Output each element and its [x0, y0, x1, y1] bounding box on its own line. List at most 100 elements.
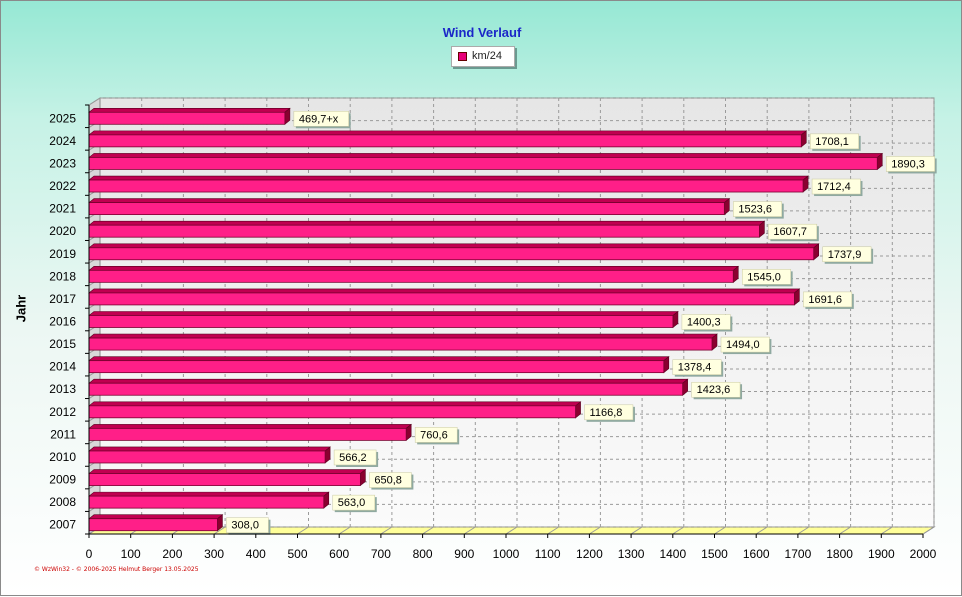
bar-top-face: [88, 198, 731, 203]
bar-front-face: [88, 111, 286, 125]
bar-top-face: [88, 266, 740, 271]
bar: [88, 243, 820, 261]
bar: [88, 401, 582, 419]
data-label-text: 1494,0: [726, 339, 760, 351]
x-tick-label: 1900: [868, 547, 895, 561]
data-label-text: 1607,7: [773, 226, 807, 238]
x-tick-label: 1800: [826, 547, 853, 561]
y-tick-label: 2021: [49, 202, 76, 216]
y-tick-label: 2025: [49, 111, 76, 125]
data-label: 1166,8: [584, 404, 635, 422]
bar-top-face: [88, 243, 820, 249]
grid-line-floor: [380, 526, 393, 535]
data-label-box: [332, 494, 376, 511]
data-label-box: [293, 111, 349, 127]
bar: [88, 310, 679, 329]
bar-front-face: [88, 179, 804, 193]
y-tick-label: 2020: [49, 224, 76, 238]
y-tick-label: 2018: [49, 269, 76, 283]
bar-front-face: [88, 427, 407, 441]
bar-top-face: [88, 153, 884, 158]
bar: [88, 514, 224, 532]
y-tick-label: 2022: [49, 179, 76, 193]
y-tick-label: 2019: [49, 247, 76, 261]
data-label: 1708,1: [810, 133, 861, 151]
x-tick-label: 1200: [576, 547, 603, 561]
data-label-box: [811, 178, 861, 195]
data-label-box: [810, 133, 859, 150]
data-label: 1890,3: [886, 156, 937, 174]
bar-front-face: [88, 315, 674, 328]
data-label-box: [822, 246, 872, 263]
data-label: 566,2: [333, 449, 379, 467]
bar-top-face: [88, 401, 582, 407]
bar: [88, 130, 808, 148]
x-tick-label: 800: [413, 547, 433, 561]
data-label-text: 1691,6: [808, 294, 842, 306]
y-tick-label: 2008: [49, 495, 76, 509]
data-label: 1545,0: [742, 269, 793, 287]
y-tick-label: 2023: [49, 156, 76, 170]
bar: [88, 468, 367, 487]
grid-line-floor: [672, 526, 685, 535]
grid-line-floor: [338, 526, 351, 535]
bar-top-face: [88, 107, 291, 113]
bar-front-face: [88, 224, 760, 238]
x-tick-label: 1400: [659, 547, 686, 561]
data-label-text: 308,0: [231, 520, 259, 532]
y-tick-label: 2016: [49, 315, 76, 329]
data-label-box: [691, 381, 741, 398]
copyright-text: © WzWin32 - © 2006-2025 Helmut Berger 13…: [34, 566, 199, 573]
bar-top-face: [88, 424, 413, 429]
bar: [88, 423, 413, 442]
bar-front-face: [88, 202, 725, 216]
legend-label: km/24: [472, 50, 502, 62]
data-label-text: 1545,0: [747, 271, 781, 283]
y-tick-label: 2015: [49, 337, 76, 351]
bar-front-face: [88, 382, 684, 396]
data-label-text: 1890,3: [891, 158, 925, 170]
y-tick-label: 2009: [49, 473, 76, 487]
grid-line-floor: [881, 526, 893, 535]
data-label-text: 1378,4: [678, 362, 712, 374]
data-label: 1607,7: [768, 223, 819, 242]
bar-top-face: [88, 469, 367, 474]
data-label: 1378,4: [672, 359, 724, 377]
x-tick-label: 2000: [910, 547, 937, 561]
data-label: 650,8: [369, 472, 414, 490]
x-tick-label: 200: [162, 547, 182, 561]
x-tick-label: 1100: [535, 547, 561, 561]
data-label-box: [369, 472, 412, 488]
data-label: 1691,6: [803, 291, 854, 309]
bar: [88, 378, 689, 396]
data-label: 1737,9: [822, 246, 874, 264]
data-label-text: 469,7+x: [299, 113, 339, 125]
bar: [88, 491, 330, 509]
grid-line-floor: [755, 526, 768, 535]
data-label: 1400,3: [681, 314, 733, 332]
bar-top-face: [88, 356, 670, 361]
data-label: 469,7+x: [293, 111, 351, 129]
data-label-text: 563,0: [338, 497, 366, 509]
data-label-box: [768, 223, 818, 240]
data-label-box: [886, 156, 935, 172]
x-tick-label: 900: [454, 547, 474, 561]
grid-line-floor: [422, 526, 434, 535]
grid-line-floor: [714, 526, 726, 535]
bar: [88, 288, 801, 306]
x-tick-label: 300: [204, 547, 224, 561]
bar: [88, 220, 766, 238]
bar-top-face: [88, 130, 808, 136]
bar: [88, 152, 884, 171]
data-label-text: 1708,1: [815, 136, 849, 148]
data-label: 760,6: [414, 427, 460, 445]
bar-front-face: [88, 473, 361, 486]
data-label-text: 1523,6: [738, 204, 772, 216]
bar: [88, 446, 331, 464]
bar-front-face: [88, 337, 713, 351]
y-tick-label: 2010: [49, 450, 76, 464]
bar-front-face: [88, 450, 326, 464]
grid-line-floor: [505, 526, 518, 535]
x-tick-label: 400: [246, 547, 266, 561]
